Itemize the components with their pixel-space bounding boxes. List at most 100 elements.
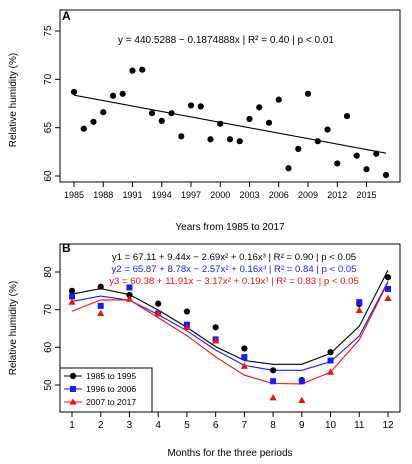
a-data-point bbox=[158, 117, 165, 124]
b-data-point-3 bbox=[154, 309, 162, 317]
b-x-tick-label: 4 bbox=[155, 420, 161, 431]
b-data-point-3 bbox=[212, 337, 220, 344]
b-data-point-2 bbox=[97, 302, 104, 309]
a-data-point bbox=[119, 90, 126, 97]
b-data-point-2 bbox=[270, 378, 277, 385]
b-data-point-1 bbox=[384, 274, 392, 281]
a-data-point bbox=[285, 165, 292, 172]
a-x-tick-label: 2009 bbox=[298, 190, 318, 200]
panel-b-fitted-lines bbox=[71, 269, 389, 385]
b-data-point-2 bbox=[327, 357, 334, 364]
b-data-point-1 bbox=[155, 300, 162, 307]
legend-label-1: 1985 to 1995 bbox=[86, 371, 136, 381]
legend-marker-1 bbox=[69, 372, 77, 380]
b-x-tick-label: 11 bbox=[354, 420, 365, 431]
a-x-tick-label: 2000 bbox=[210, 190, 230, 200]
panel-a: A y = 440.5288 − 0.1874888x | R² = 0.40 … bbox=[8, 9, 401, 233]
a-data-point bbox=[148, 110, 156, 117]
a-data-point bbox=[256, 104, 263, 111]
panel-b-y-axis: 50 60 70 80 bbox=[43, 266, 60, 391]
a-data-point bbox=[382, 171, 390, 179]
b-x-tick-label: 3 bbox=[127, 420, 133, 431]
b-data-point-3 bbox=[240, 362, 248, 369]
a-data-point bbox=[343, 112, 351, 120]
b-data-point-3 bbox=[384, 294, 392, 301]
panel-b-equation-2: y2 = 65.87 + 8.78x − 2.57x² + 0.16x³ | R… bbox=[112, 264, 357, 275]
b-data-point-2 bbox=[356, 299, 363, 306]
a-trendline bbox=[73, 94, 387, 154]
panel-b-points bbox=[68, 274, 392, 404]
b-y-tick-label: 70 bbox=[43, 304, 54, 316]
a-y-tick-label: 65 bbox=[43, 122, 54, 134]
a-data-point bbox=[207, 136, 214, 143]
a-data-point bbox=[304, 90, 312, 97]
panel-b: B y1 = 67.11 + 9.44x − 2.69x² + 0.16x³ |… bbox=[8, 241, 401, 459]
a-data-point bbox=[295, 145, 302, 153]
a-x-tick-label: 1991 bbox=[122, 190, 142, 200]
legend-marker-2 bbox=[70, 386, 76, 392]
b-data-point-3 bbox=[68, 298, 76, 305]
a-data-point bbox=[217, 120, 224, 127]
panel-a-label: A bbox=[62, 9, 71, 23]
a-data-point bbox=[100, 109, 107, 116]
a-data-point bbox=[265, 119, 273, 126]
b-x-tick-label: 7 bbox=[242, 420, 248, 431]
b-data-point-3 bbox=[269, 394, 277, 401]
b-data-point-1 bbox=[327, 349, 334, 356]
legend-label-2: 1996 to 2006 bbox=[86, 384, 136, 394]
panel-b-plot-frame bbox=[59, 243, 401, 413]
a-x-tick-label: 2012 bbox=[327, 190, 347, 200]
b-data-point-2 bbox=[385, 285, 391, 292]
a-data-point bbox=[363, 166, 370, 173]
b-x-tick-label: 8 bbox=[270, 420, 276, 431]
a-data-point bbox=[187, 102, 195, 109]
panel-b-label: B bbox=[62, 241, 71, 255]
a-data-point bbox=[80, 125, 87, 132]
b-data-point-3 bbox=[355, 306, 363, 314]
a-data-point bbox=[197, 103, 204, 110]
b-data-point-1 bbox=[212, 324, 219, 331]
a-data-point bbox=[324, 126, 331, 133]
a-data-point bbox=[178, 133, 185, 140]
legend-label-3: 2007 to 2017 bbox=[86, 397, 136, 407]
a-data-point bbox=[226, 136, 234, 143]
a-y-tick-label: 60 bbox=[43, 170, 54, 182]
panel-b-x-label: Months for the three periods bbox=[167, 448, 292, 459]
a-data-point bbox=[109, 92, 117, 99]
panel-a-points bbox=[70, 66, 390, 179]
b-data-point-1 bbox=[269, 367, 277, 374]
b-data-point-3 bbox=[298, 396, 306, 404]
a-data-point bbox=[275, 96, 282, 103]
a-y-tick-label: 70 bbox=[43, 73, 54, 85]
b-x-tick-label: 12 bbox=[382, 420, 394, 431]
a-y-tick-label: 75 bbox=[43, 25, 54, 37]
legend-marker-3 bbox=[69, 398, 77, 405]
panel-b-x-axis: 1 2 3 4 5 6 7 8 9 10 11 12 bbox=[69, 412, 394, 431]
a-x-tick-label: 1997 bbox=[181, 190, 201, 200]
b-x-tick-label: 2 bbox=[98, 420, 104, 431]
b-data-point-1 bbox=[68, 287, 76, 294]
a-x-tick-label: 2015 bbox=[356, 190, 376, 200]
panel-a-equation: y = 440.5288 − 0.1874888x | R² = 0.40 | … bbox=[118, 35, 334, 46]
a-data-point bbox=[314, 138, 321, 145]
a-x-tick-label: 1988 bbox=[93, 190, 113, 200]
b-x-tick-label: 1 bbox=[69, 420, 75, 431]
b-data-point-3 bbox=[125, 295, 134, 302]
b-x-tick-label: 10 bbox=[325, 420, 337, 431]
a-data-point bbox=[236, 138, 243, 145]
b-data-point-2 bbox=[69, 293, 75, 300]
b-data-point-1 bbox=[183, 308, 191, 315]
b-fitted-line-1 bbox=[71, 269, 389, 365]
panel-b-legend: 1985 to 1995 1996 to 2006 2007 to 2017 bbox=[59, 367, 153, 413]
b-data-point-2 bbox=[241, 354, 248, 361]
b-fitted-line-3 bbox=[71, 281, 389, 385]
panel-a-y-axis: 60 65 70 75 bbox=[43, 25, 60, 182]
panel-b-equation-1: y1 = 67.11 + 9.44x − 2.69x² + 0.16x³ | R… bbox=[112, 252, 356, 263]
panel-a-x-axis: 1985 1988 1991 1994 1997 2000 2003 2006 2009 2012… bbox=[64, 182, 377, 200]
b-data-point-3 bbox=[97, 309, 105, 317]
b-x-tick-label: 5 bbox=[184, 420, 190, 431]
a-data-point bbox=[90, 118, 97, 125]
b-fitted-line-2 bbox=[71, 281, 389, 371]
a-data-point bbox=[246, 115, 253, 123]
